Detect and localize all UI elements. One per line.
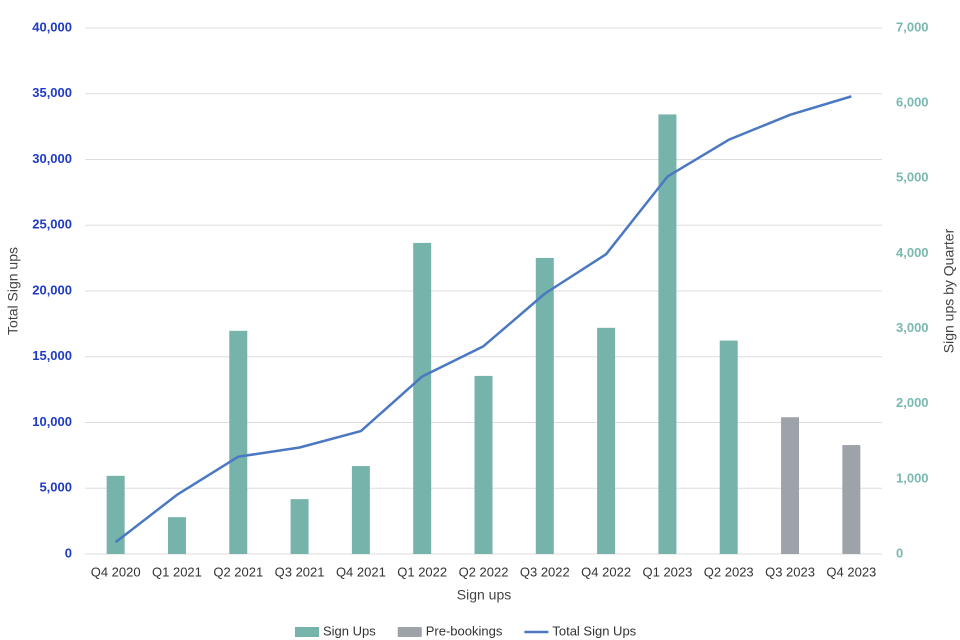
y-tick-label: 40,000 xyxy=(32,19,72,34)
y2-axis-title: Sign ups by Quarter xyxy=(941,228,957,353)
y-tick-label: 10,000 xyxy=(32,414,72,429)
bar xyxy=(474,375,493,554)
y2-tick-label: 5,000 xyxy=(896,170,929,185)
y2-tick-label: 3,000 xyxy=(896,320,929,335)
legend-marker xyxy=(397,627,422,637)
y-tick-label: 0 xyxy=(65,545,72,560)
y2-tick-label: 6,000 xyxy=(896,95,929,110)
bar xyxy=(413,242,432,554)
x-tick-label: Q4 2022 xyxy=(581,564,631,579)
y-tick-label: 35,000 xyxy=(32,85,72,100)
y2-tick-label: 4,000 xyxy=(896,245,929,260)
y2-tick-label: 2,000 xyxy=(896,395,929,410)
bar xyxy=(781,417,800,554)
x-tick-label: Q1 2023 xyxy=(642,564,692,579)
bar xyxy=(658,114,677,555)
bar xyxy=(719,340,738,554)
x-tick-label: Q4 2021 xyxy=(336,564,386,579)
x-tick-label: Q4 2020 xyxy=(91,564,141,579)
bar xyxy=(535,257,554,554)
y2-tick-label: 7,000 xyxy=(896,19,929,34)
y-axis-title: Total Sign ups xyxy=(5,247,21,335)
y-tick-label: 20,000 xyxy=(32,282,72,297)
bar xyxy=(106,475,125,554)
x-tick-label: Q1 2021 xyxy=(152,564,202,579)
x-tick-label: Q2 2023 xyxy=(704,564,754,579)
legend-label: Sign Ups xyxy=(323,623,376,638)
bar xyxy=(290,499,309,554)
bar xyxy=(842,445,861,554)
x-axis-title: Sign ups xyxy=(457,587,511,603)
y-tick-label: 5,000 xyxy=(39,480,72,495)
legend-marker xyxy=(295,627,319,637)
legend-label: Total Sign Ups xyxy=(552,623,636,638)
bar xyxy=(351,466,370,554)
x-tick-label: Q4 2023 xyxy=(826,564,876,579)
y-tick-label: 15,000 xyxy=(32,348,72,363)
x-tick-label: Q3 2021 xyxy=(275,564,325,579)
y2-tick-label: 1,000 xyxy=(896,470,929,485)
bar xyxy=(229,330,248,554)
bar xyxy=(167,517,186,554)
x-tick-label: Q3 2022 xyxy=(520,564,570,579)
x-tick-label: Q1 2022 xyxy=(397,564,447,579)
x-tick-label: Q3 2023 xyxy=(765,564,815,579)
y-tick-label: 25,000 xyxy=(32,217,72,232)
x-tick-label: Q2 2022 xyxy=(459,564,509,579)
y2-tick-label: 0 xyxy=(896,545,903,560)
y-tick-label: 30,000 xyxy=(32,151,72,166)
line xyxy=(114,95,852,544)
legend-label: Pre-bookings xyxy=(426,623,503,638)
bar xyxy=(597,327,616,554)
x-tick-label: Q2 2021 xyxy=(213,564,263,579)
